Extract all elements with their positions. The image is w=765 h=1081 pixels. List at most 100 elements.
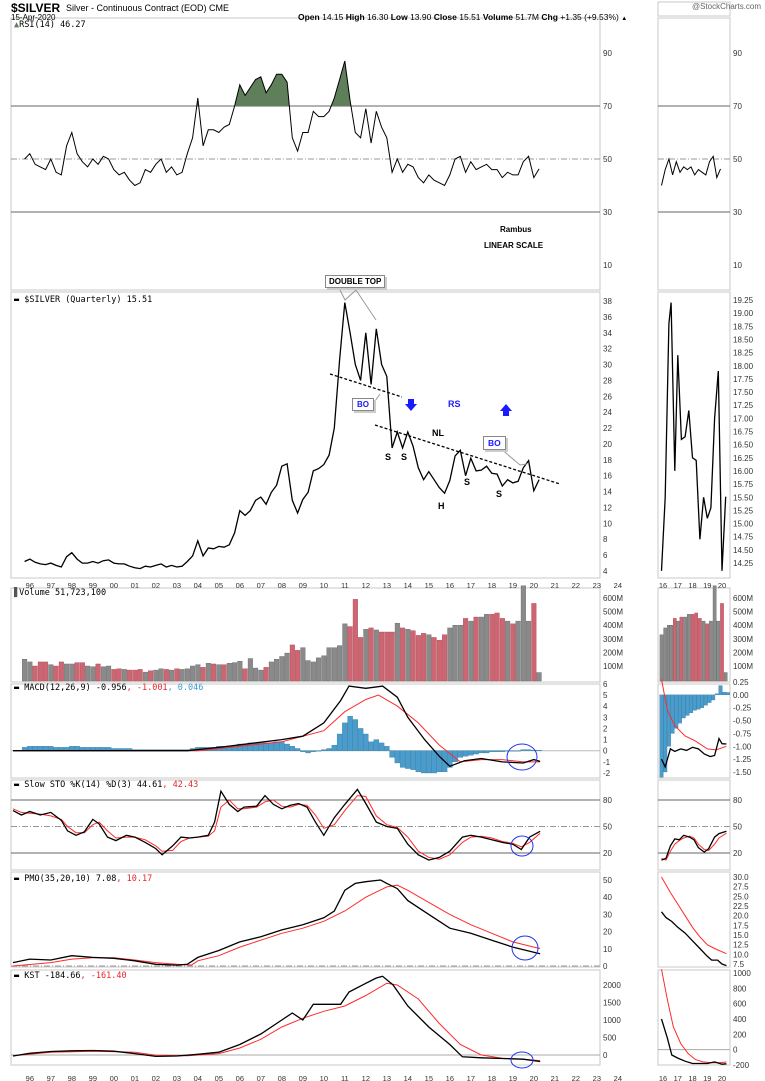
volume-bar xyxy=(253,667,259,682)
x-axis-year-label: 02 xyxy=(152,581,160,590)
macd-tick-label: 0 xyxy=(603,747,608,756)
mini-pmo-tick-label: 15.0 xyxy=(733,931,749,940)
mini-x-axis-year-label: 20 xyxy=(718,581,726,590)
mini-x-axis-year-label: 18 xyxy=(688,581,696,590)
x-axis-year-label: 05 xyxy=(215,1074,223,1081)
volume-bar xyxy=(394,622,400,682)
mini-kst-signal-line xyxy=(661,969,727,1064)
x-axis-year-label: 19 xyxy=(509,1074,517,1081)
macd-histogram-bar xyxy=(268,742,275,751)
volume-bar xyxy=(48,664,54,682)
mini-rsi-tick-label: 10 xyxy=(733,261,742,270)
mini-header-frame xyxy=(657,1,731,17)
macd-histogram-bar xyxy=(305,750,311,754)
price-tick-label: 30 xyxy=(603,361,612,370)
macd-histogram-bar xyxy=(347,716,353,751)
macd-histogram-bar xyxy=(32,746,38,751)
mini-volume-tick-label: 500M xyxy=(733,608,753,617)
x-axis-year-label: 22 xyxy=(572,581,580,590)
kst-panel-frame xyxy=(10,969,601,1066)
macd-histogram-bar xyxy=(531,750,537,751)
macd-histogram-bar xyxy=(263,742,269,751)
volume-bar xyxy=(263,667,269,682)
sto-label: ▬ Slow STO %K(14) %D(3) 44.61, 42.43 xyxy=(14,780,198,790)
x-axis-year-label: 12 xyxy=(362,581,370,590)
mini-volume-bar xyxy=(659,634,664,682)
rsi-tick-label: 50 xyxy=(603,155,612,164)
x-axis-year-label: 09 xyxy=(299,581,307,590)
mini-sto-tick-label: 50 xyxy=(733,823,742,832)
x-axis-year-label: 10 xyxy=(320,1074,328,1081)
mini-volume-bar xyxy=(705,623,710,682)
rsi-line xyxy=(24,60,540,187)
price-tick-label: 36 xyxy=(603,313,612,322)
mini-macd-tick-label: -1.00 xyxy=(733,742,752,751)
macd-histogram-bar xyxy=(357,728,364,751)
pmo-panel-frame xyxy=(10,871,601,968)
macd-histogram-bar xyxy=(399,750,406,768)
line-icon: ▬ xyxy=(14,683,20,693)
price-tick-label: 32 xyxy=(603,345,612,354)
x-axis-year-label: 96 xyxy=(26,581,34,590)
pmo-tick-label: 10 xyxy=(603,945,612,954)
volume-bar xyxy=(352,599,358,682)
price-tick-label: 24 xyxy=(603,408,612,417)
mini-x-axis-year-label: 19 xyxy=(703,581,711,590)
volume-label-text: Volume 51,723,100 xyxy=(19,588,107,598)
volume-bar xyxy=(457,625,463,682)
x-axis-year-label: 99 xyxy=(89,1074,97,1081)
macd-histogram-bar xyxy=(525,749,532,751)
sto-label-text: Slow STO %K(14) %D(3) 44.61 xyxy=(24,780,163,790)
mini-rsi-tick-label: 70 xyxy=(733,102,742,111)
x-axis-year-label: 09 xyxy=(299,1074,307,1081)
volume-bar xyxy=(400,627,406,682)
price-label: ▬ $SILVER (Quarterly) 15.51 xyxy=(14,295,152,305)
price-tick-label: 12 xyxy=(603,503,612,512)
open-value: 14.15 xyxy=(322,12,344,22)
mini-volume-bar xyxy=(687,614,691,682)
volume-bar xyxy=(442,634,448,682)
mini-macd-histogram-bar xyxy=(666,694,671,747)
mini-price-tick-label: 15.50 xyxy=(733,493,754,502)
shoulder-label: S xyxy=(385,452,392,462)
mini-macd-histogram-bar xyxy=(689,694,693,714)
highlight-circle xyxy=(510,1051,534,1069)
copyright: @StockCharts.com xyxy=(692,2,762,11)
highlight-circle xyxy=(506,743,538,771)
line-icon: ▬ xyxy=(14,971,20,981)
macd-mini-panel-frame xyxy=(657,683,731,779)
volume-tick-label: 200M xyxy=(603,648,623,657)
volume-bar xyxy=(484,614,490,682)
mini-macd-histogram-bar xyxy=(685,694,690,716)
macd-histogram-bar xyxy=(494,750,500,752)
volume-bar xyxy=(205,663,211,682)
macd-tick-label: -2 xyxy=(603,769,611,778)
volume-bar xyxy=(58,661,64,682)
x-axis-year-label: 20 xyxy=(530,581,538,590)
volume-bar xyxy=(295,650,301,682)
quote-line: Open 14.15 High 16.30 Low 13.90 Close 15… xyxy=(298,12,627,22)
mini-volume-bar xyxy=(694,612,698,682)
volume-bar xyxy=(337,645,343,682)
sto-d-line xyxy=(12,795,541,860)
volume-bar xyxy=(331,647,337,682)
x-axis-year-label: 97 xyxy=(47,1074,55,1081)
sto-k-line xyxy=(12,788,541,861)
kst-tick-label: 0 xyxy=(603,1051,608,1060)
price-panel-frame xyxy=(10,291,601,579)
mini-kst-tick-label: 0 xyxy=(733,1046,738,1055)
rsi-mini-panel-frame xyxy=(657,17,731,291)
mini-price-tick-label: 19.25 xyxy=(733,296,754,305)
macd-hist-value: , 0.046 xyxy=(167,683,204,693)
macd-histogram-bar xyxy=(378,742,385,751)
mini-rsi-tick-label: 90 xyxy=(733,49,742,58)
mini-price-tick-label: 14.50 xyxy=(733,546,754,555)
x-axis-year-label: 04 xyxy=(194,581,202,590)
macd-histogram-bar xyxy=(42,746,49,751)
price-tick-label: 10 xyxy=(603,519,612,528)
macd-histogram-bar xyxy=(284,743,290,751)
volume-bar xyxy=(274,659,280,682)
volume-bar xyxy=(405,629,411,682)
volume-bar xyxy=(478,616,484,682)
mini-macd-signal-line xyxy=(661,679,727,751)
